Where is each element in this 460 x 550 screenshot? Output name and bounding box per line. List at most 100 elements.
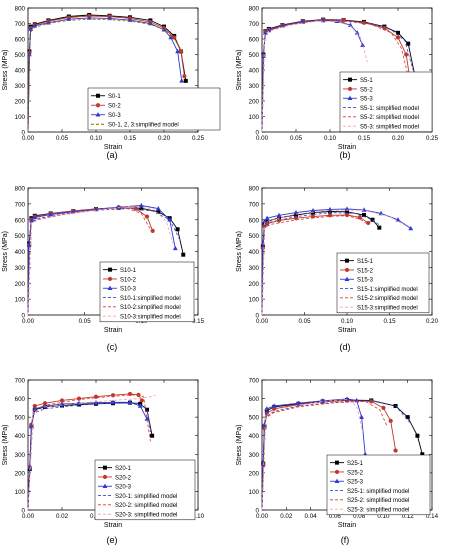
y-tick-label: 0 xyxy=(256,508,260,515)
y-tick-label: 400 xyxy=(249,68,260,75)
data-point xyxy=(48,211,54,217)
x-tick-label: 0.02 xyxy=(280,513,293,520)
data-point xyxy=(311,210,315,215)
legend-entry: S15-2:simplified model xyxy=(357,296,418,302)
data-point xyxy=(138,202,144,208)
y-tick-label: 600 xyxy=(15,217,26,224)
legend-entry: S10-2 xyxy=(120,277,137,283)
data-point xyxy=(345,209,349,214)
data-point xyxy=(328,209,332,214)
legend-entry: S25-3 xyxy=(347,480,364,486)
chart-panel-d: 0 100 200 300 400 500 600 700 800 0.00 0.05 0.10 0.1… xyxy=(236,186,439,353)
data-point xyxy=(136,392,141,397)
data-point xyxy=(415,433,420,438)
x-tick-label: 0.00 xyxy=(22,135,35,142)
data-point xyxy=(310,214,316,219)
x-axis-label: Strain xyxy=(338,327,356,334)
y-tick-label: 700 xyxy=(249,201,260,208)
series-line-s20-3-simplified-model xyxy=(27,394,156,511)
y-tick-label: 800 xyxy=(249,6,260,13)
x-tick-label: 0.02 xyxy=(56,513,69,520)
y-tick-label: 100 xyxy=(249,297,260,304)
x-tick-label: 0.10 xyxy=(341,318,354,325)
data-point xyxy=(28,26,34,31)
data-point xyxy=(26,242,32,247)
data-point xyxy=(168,34,174,40)
data-point xyxy=(361,207,367,212)
legend-entry: S15-2 xyxy=(357,268,374,274)
x-tick-label: 0.25 xyxy=(426,135,439,142)
data-point xyxy=(133,206,138,211)
legend-entry: S15-1 xyxy=(357,259,374,265)
x-tick-label: 0.20 xyxy=(158,135,171,142)
legend-entry: S5-2 xyxy=(360,87,373,93)
data-point xyxy=(405,415,410,420)
y-tick-label: 500 xyxy=(15,52,26,59)
y-tick-label: 0 xyxy=(22,313,26,320)
legend-marker xyxy=(95,112,101,117)
y-tick-label: 800 xyxy=(15,186,26,193)
y-axis-label: Stress (MPa) xyxy=(236,231,243,272)
legend-entry: S5-1: simplified model xyxy=(360,106,419,112)
legend-box xyxy=(99,261,195,323)
x-tick-label: 0.20 xyxy=(426,318,439,325)
series-line-s10-3-simplified-model xyxy=(27,205,174,316)
x-tick-label: 0.06 xyxy=(329,513,342,520)
legend-marker xyxy=(334,478,340,484)
y-tick-label: 200 xyxy=(15,470,26,477)
data-point xyxy=(27,464,33,470)
legend-entry: S20-2 xyxy=(115,475,132,481)
x-tick-label: 0.15 xyxy=(383,318,396,325)
data-point xyxy=(393,448,398,453)
data-point xyxy=(362,212,366,217)
y-tick-label: 500 xyxy=(15,415,26,422)
x-tick-label: 0.00 xyxy=(22,513,35,520)
legend-box xyxy=(339,71,433,133)
data-point xyxy=(32,23,38,28)
x-tick-label: 0.00 xyxy=(256,318,269,325)
x-tick-label: 0.10 xyxy=(324,135,337,142)
y-tick-label: 400 xyxy=(249,249,260,256)
legend-entry: S25-2 xyxy=(347,470,364,476)
legend-entry: S25-3: simplified model xyxy=(347,507,409,513)
y-tick-label: 400 xyxy=(15,249,26,256)
data-point xyxy=(377,225,382,230)
chart-panel-f: 0 100 200 300 400 500 600 700 0.00 0.02 0.04 0.06 0.… xyxy=(236,378,439,546)
data-point xyxy=(32,403,37,409)
series-line-s20-2-simplified-model xyxy=(27,394,151,511)
y-tick-label: 100 xyxy=(15,297,26,304)
y-tick-label: 600 xyxy=(15,37,26,44)
chart-panel-b: 0 100 200 300 400 500 600 700 800 0.00 0.05 0.10 0.1… xyxy=(236,6,439,161)
x-axis-label: Strain xyxy=(104,522,122,529)
legend-entry: S20-3: simplified model xyxy=(115,512,177,518)
data-point xyxy=(360,42,366,47)
x-axis-label: Strain xyxy=(338,144,356,151)
x-tick-label: 0.10 xyxy=(192,513,205,520)
legend-entry: S0-1 xyxy=(108,94,121,100)
data-point xyxy=(29,217,34,223)
panel-label: (e) xyxy=(107,535,118,545)
data-point xyxy=(144,214,150,219)
y-tick-label: 200 xyxy=(249,470,260,477)
y-tick-label: 300 xyxy=(15,452,26,459)
series-line-s25-1-simplified-model xyxy=(261,400,411,511)
legend-entry: S20-1: simplified model xyxy=(115,494,177,500)
y-tick-label: 400 xyxy=(15,68,26,75)
data-point xyxy=(172,245,178,251)
y-tick-label: 100 xyxy=(15,114,26,121)
legend-entry: S15-1:simplified model xyxy=(357,287,418,293)
data-point xyxy=(408,225,414,231)
data-point xyxy=(264,406,270,411)
series-line-s25-3-simplified-model xyxy=(261,399,364,511)
x-tick-label: 0.15 xyxy=(358,135,371,142)
series-line-s15-3-simplified-model xyxy=(261,209,407,316)
legend-marker xyxy=(345,258,349,263)
legend-marker xyxy=(347,95,353,101)
legend-entry: S0-1, 2, 3:simplified model xyxy=(108,123,179,129)
y-tick-label: 200 xyxy=(15,99,26,106)
data-point xyxy=(139,398,144,403)
legend-entry: S15-3:simplified model xyxy=(357,305,418,311)
x-tick-label: 0.15 xyxy=(124,135,137,142)
y-tick-label: 500 xyxy=(15,233,26,240)
legend-entry: S25-2: simplified model xyxy=(347,498,409,504)
